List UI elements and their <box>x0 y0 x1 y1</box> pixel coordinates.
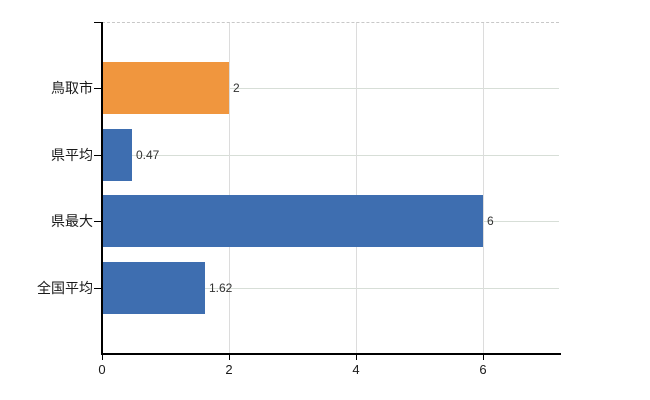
v-gridline <box>229 22 230 354</box>
x-tick <box>483 355 484 360</box>
x-tick-label: 6 <box>479 362 487 377</box>
x-axis-spine <box>101 353 561 355</box>
v-gridline <box>356 22 357 354</box>
h-gridline <box>102 288 559 289</box>
value-label: 2 <box>233 81 240 95</box>
x-tick <box>356 355 357 360</box>
value-label: 1.62 <box>209 281 233 295</box>
y-tick <box>94 155 102 156</box>
category-label: 県最大 <box>51 213 93 229</box>
h-gridline <box>102 155 559 156</box>
category-label: 全国平均 <box>37 280 93 296</box>
bar-県平均 <box>102 129 132 181</box>
y-tick <box>94 221 102 222</box>
x-tick-label: 4 <box>352 362 360 377</box>
y-tick <box>94 288 102 289</box>
bar-全国平均 <box>102 262 205 314</box>
v-gridline <box>483 22 484 354</box>
y-tick <box>94 88 102 89</box>
x-tick-label: 2 <box>225 362 233 377</box>
bar-鳥取市 <box>102 62 229 114</box>
bar-県最大 <box>102 195 483 247</box>
y-axis-spine <box>101 22 103 355</box>
x-tick-label: 0 <box>98 362 106 377</box>
category-label: 鳥取市 <box>51 80 93 96</box>
h-gridline <box>102 88 559 89</box>
value-label: 0.47 <box>136 148 160 162</box>
value-label: 6 <box>487 214 494 228</box>
x-tick <box>229 355 230 360</box>
y-axis-endcap-tick <box>94 22 102 23</box>
x-tick <box>102 355 103 360</box>
category-label: 県平均 <box>51 147 93 163</box>
plot-top-border <box>102 22 559 23</box>
